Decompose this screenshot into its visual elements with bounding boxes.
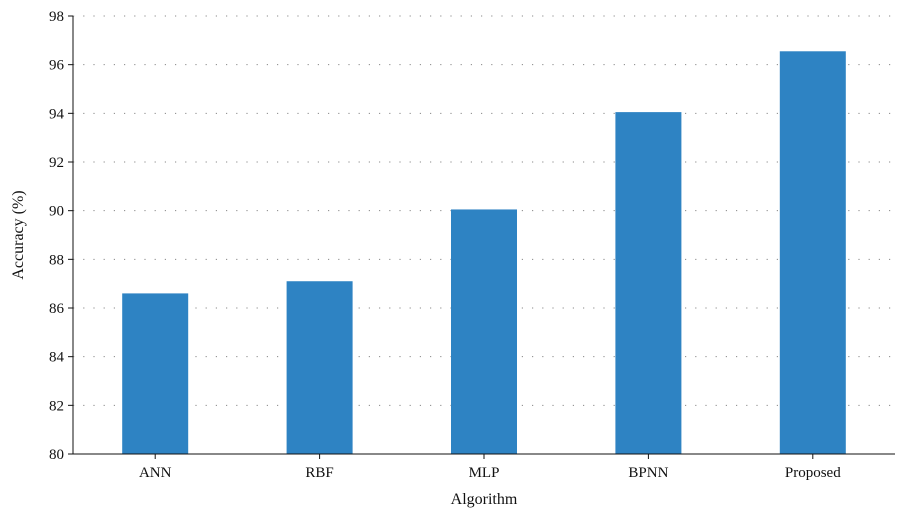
x-axis-ticks: ANN RBF MLP BPNN Proposed bbox=[139, 454, 841, 481]
y-tick-label: 82 bbox=[49, 398, 64, 414]
y-tick-label: 90 bbox=[49, 204, 64, 220]
x-tick-label: BPNN bbox=[628, 465, 668, 481]
y-tick-label: 88 bbox=[49, 252, 64, 268]
y-tick-label: 94 bbox=[49, 106, 65, 122]
y-tick-label: 86 bbox=[49, 301, 65, 317]
x-tick-label: ANN bbox=[139, 465, 172, 481]
bar-rbf bbox=[286, 281, 353, 454]
y-tick-label: 92 bbox=[49, 155, 64, 171]
bar-proposed bbox=[779, 51, 846, 455]
bar-ann bbox=[122, 293, 189, 454]
y-tick-label: 84 bbox=[49, 350, 65, 366]
bar-bpnn bbox=[615, 112, 682, 454]
x-tick-label: Proposed bbox=[785, 465, 841, 481]
y-tick-label: 80 bbox=[49, 447, 64, 463]
y-tick-label: 98 bbox=[49, 9, 64, 25]
bars bbox=[122, 51, 846, 455]
y-tick-label: 96 bbox=[49, 58, 65, 74]
bar-mlp bbox=[451, 209, 517, 454]
x-tick-label: MLP bbox=[469, 465, 500, 481]
x-axis-title: Algorithm bbox=[451, 491, 518, 508]
y-axis-ticks: 80 82 84 86 88 90 92 94 96 98 bbox=[49, 9, 73, 463]
y-axis-title: Accuracy (%) bbox=[10, 190, 27, 279]
x-tick-label: RBF bbox=[305, 465, 333, 481]
